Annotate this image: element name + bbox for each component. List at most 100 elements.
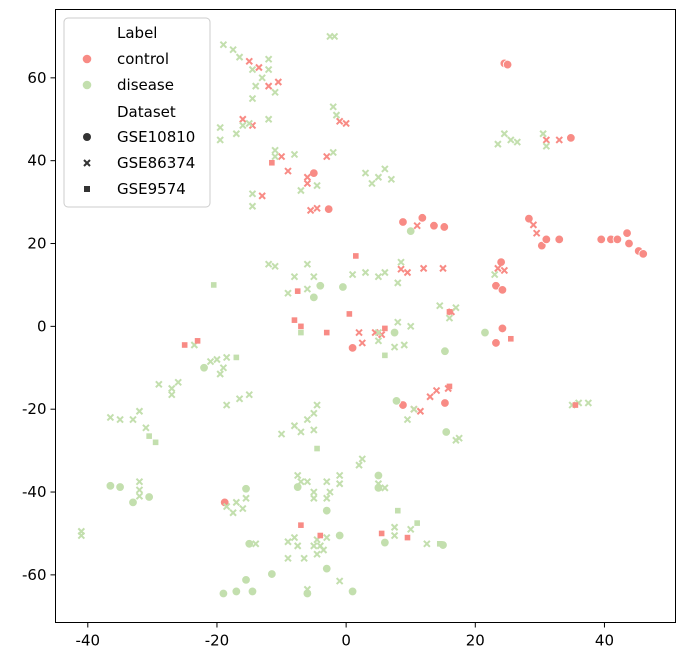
data-point-control-square: [346, 311, 353, 317]
data-point-disease-circle: [309, 292, 319, 303]
data-point-disease-x: [310, 272, 318, 281]
data-point-disease-x: [374, 173, 383, 181]
data-point-disease-x: [264, 65, 273, 74]
data-point-disease-x: [155, 380, 163, 389]
data-point-control-circle: [220, 497, 230, 508]
data-point-disease-x: [264, 55, 273, 63]
data-point-disease-circle: [128, 497, 138, 508]
data-point-control-square: [294, 288, 301, 294]
data-point-control-square: [572, 402, 579, 408]
x-tick-label: -40: [76, 632, 101, 650]
data-point-disease-x: [358, 455, 366, 463]
data-point-disease-x: [584, 399, 593, 407]
data-point-disease-x: [284, 289, 292, 297]
data-point-control-x: [255, 63, 263, 72]
data-point-disease-x: [245, 119, 253, 128]
data-point-disease-square: [152, 439, 159, 446]
data-point-disease-square: [314, 445, 320, 452]
x-tick-label: 20: [466, 632, 485, 650]
data-point-control-circle: [398, 217, 408, 227]
data-point-disease-circle: [322, 505, 332, 516]
legend-title-label: Label: [117, 24, 157, 42]
data-point-control-circle: [491, 338, 501, 348]
data-point-disease-x: [310, 426, 318, 434]
data-point-control-square: [404, 534, 411, 541]
data-point-disease-circle: [389, 327, 400, 338]
data-point-disease-x: [239, 504, 247, 513]
data-point-disease-x: [232, 130, 241, 138]
data-point-disease-x: [219, 40, 228, 49]
data-point-disease-x: [390, 531, 399, 540]
data-point-disease-square: [414, 520, 420, 526]
plot-frame: [55, 9, 676, 623]
data-point-control-x: [313, 204, 321, 213]
data-point-disease-x: [258, 74, 266, 82]
data-point-control-square: [317, 532, 324, 539]
legend-title-dataset: Dataset: [117, 103, 176, 121]
data-point-control-square: [291, 317, 298, 323]
data-point-disease-x: [297, 186, 305, 195]
data-point-disease-circle: [480, 327, 490, 338]
data-point-disease-circle: [315, 281, 325, 291]
data-point-disease-x: [106, 413, 115, 422]
data-point-disease-x: [303, 585, 312, 594]
y-tick-label: 20: [27, 235, 46, 253]
data-point-disease-x: [326, 488, 334, 496]
data-point-disease-x: [329, 148, 337, 157]
data-point-control-circle: [541, 234, 552, 245]
data-point-disease-x: [222, 401, 231, 409]
data-point-disease-x: [264, 115, 273, 123]
data-point-control-square: [446, 383, 453, 390]
data-point-control-x: [245, 57, 253, 65]
data-point-disease-x: [494, 140, 502, 148]
legend: Label control disease Dataset GSE10810 G…: [63, 17, 211, 208]
legend-label-gse9574: GSE9574: [117, 180, 186, 198]
data-point-disease-x: [297, 477, 305, 486]
data-point-disease-x: [129, 415, 137, 424]
data-point-control-x: [439, 264, 447, 273]
data-point-disease-x: [355, 461, 363, 469]
y-tick-label: 60: [27, 69, 46, 87]
data-point-disease-x: [206, 357, 215, 366]
legend-marker-gse86374: [83, 159, 91, 167]
data-point-control-x: [284, 167, 292, 175]
data-point-control-x: [419, 264, 428, 273]
y-tick-label: 0: [37, 317, 47, 335]
data-point-control-circle: [309, 168, 319, 178]
data-point-disease-x: [239, 121, 247, 130]
data-point-disease-x: [390, 343, 399, 351]
data-point-disease-x: [303, 415, 312, 424]
data-point-disease-x: [323, 494, 331, 502]
data-point-control-x: [335, 117, 344, 126]
data-point-disease-x: [216, 370, 224, 378]
y-tick-label: -20: [22, 400, 47, 418]
data-point-disease-x: [290, 150, 299, 159]
data-point-disease-x: [403, 415, 412, 424]
legend-marker-disease: [82, 80, 92, 90]
data-point-control-circle: [502, 59, 513, 70]
data-point-disease-x: [390, 523, 399, 531]
data-point-control-circle: [323, 204, 334, 214]
data-point-disease-x: [271, 152, 279, 161]
data-point-disease-x: [452, 304, 460, 312]
data-point-disease-x: [135, 407, 144, 415]
data-point-disease-x: [142, 424, 150, 432]
y-tick-label: -40: [22, 483, 47, 501]
data-point-control-x: [542, 136, 551, 144]
data-point-disease-x: [381, 165, 389, 173]
data-point-disease-x: [168, 390, 176, 399]
data-point-control-x: [274, 78, 283, 86]
data-point-disease-x: [348, 270, 357, 279]
y-axis-ticks: -60 -40 -20 0 20 40 60: [22, 69, 56, 584]
data-point-control-square: [378, 530, 385, 537]
data-point-disease-x: [335, 577, 344, 585]
data-point-disease-x: [455, 434, 463, 442]
data-point-control-x: [416, 407, 425, 415]
data-point-disease-x: [271, 88, 279, 97]
data-point-control-x: [342, 119, 350, 128]
data-point-control-circle: [596, 234, 606, 245]
data-point-disease-circle: [441, 427, 451, 437]
data-point-control-circle: [537, 240, 547, 251]
data-point-disease-x: [381, 484, 389, 492]
data-point-disease-x: [303, 260, 312, 268]
